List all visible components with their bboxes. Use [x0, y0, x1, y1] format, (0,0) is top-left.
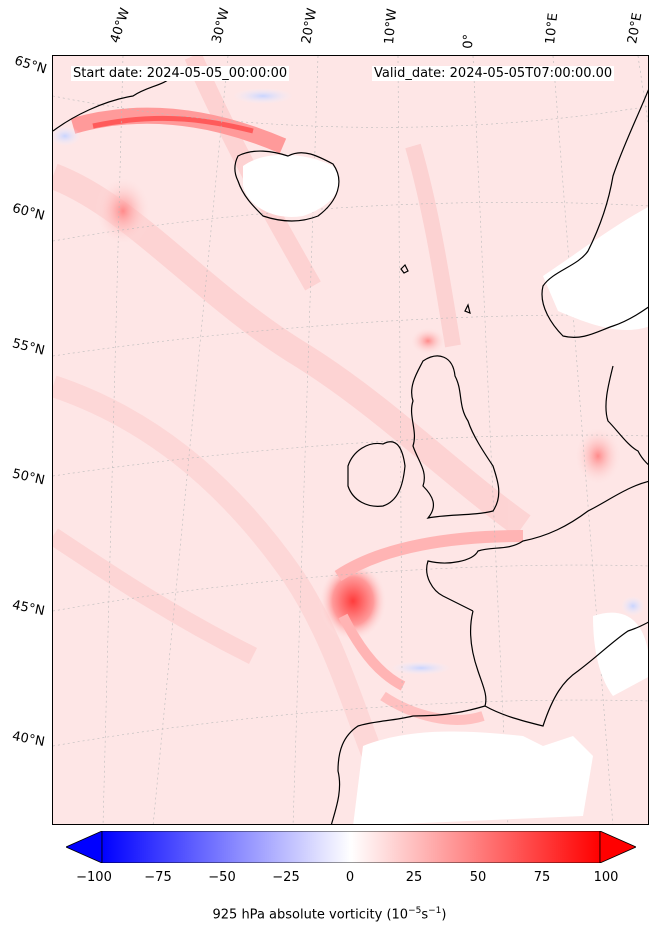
map-canvas — [53, 56, 648, 824]
start-date-label: Start date: 2024-05-05_00:00:00 — [71, 66, 290, 81]
lat-label-50n: 50°N — [10, 466, 47, 489]
lon-label-40w: 40°W — [107, 6, 134, 45]
lon-label-30w: 30°W — [209, 6, 233, 46]
colorbar-label-unit: s — [421, 907, 429, 923]
colorbar-label: 925 hPa absolute vorticity (10−5s−1) — [0, 906, 659, 922]
landmass-fill — [243, 154, 648, 824]
colorbar-tick: −100 — [76, 870, 112, 885]
colorbar-tick: 25 — [405, 870, 423, 885]
lon-label-0: 0° — [461, 33, 477, 49]
colorbar-label-text: 925 hPa absolute vorticity (10 — [212, 907, 409, 923]
colorbar — [66, 831, 636, 863]
colorbar-gradient — [101, 831, 601, 863]
lon-label-20e: 20°E — [625, 11, 646, 45]
colorbar-low-extend — [66, 831, 103, 863]
lat-label-40n: 40°N — [10, 729, 46, 750]
lat-label-65n: 65°N — [12, 53, 49, 78]
colorbar-tick: −50 — [208, 870, 236, 885]
colorbar-tick: 75 — [533, 870, 551, 885]
colorbar-tick: −75 — [144, 870, 172, 885]
colorbar-tick: 100 — [593, 870, 619, 885]
vorticity-field-strong — [70, 107, 622, 725]
colorbar-tick: 0 — [345, 870, 355, 885]
vorticity-field-negative — [53, 88, 645, 675]
colorbar-high-extend — [599, 831, 636, 863]
vorticity-map — [52, 55, 649, 825]
lat-label-60n: 60°N — [10, 201, 47, 224]
colorbar-label-exponent: −5 — [408, 906, 422, 916]
colorbar-tick: 50 — [469, 870, 487, 885]
lon-label-10e: 10°E — [543, 12, 562, 46]
colorbar-label-end: ) — [441, 907, 447, 923]
colorbar-tick: −25 — [272, 870, 300, 885]
coastlines — [53, 75, 648, 824]
lat-label-45n: 45°N — [10, 597, 46, 620]
graticule — [53, 56, 648, 824]
lon-label-10w: 10°W — [382, 7, 401, 45]
valid-date-label: Valid_date: 2024-05-05T07:00:00.00 — [372, 66, 615, 81]
lon-label-20w: 20°W — [299, 7, 321, 46]
lat-label-55n: 55°N — [10, 336, 47, 359]
colorbar-label-exponent: −1 — [428, 906, 442, 916]
